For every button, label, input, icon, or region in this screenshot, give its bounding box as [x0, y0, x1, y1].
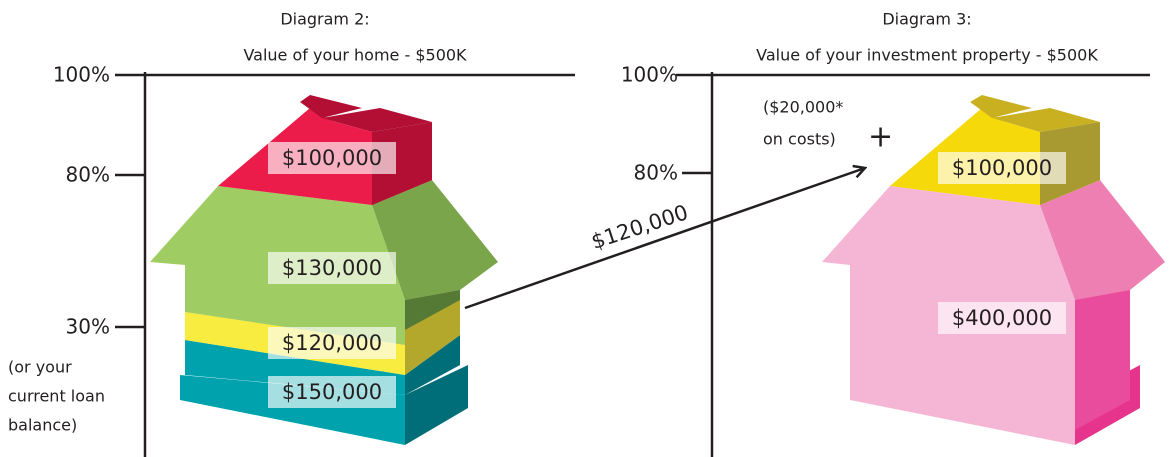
segment-label: $100,000	[282, 146, 382, 170]
segment-label: $120,000	[282, 331, 382, 355]
axis-note: balance)	[8, 416, 77, 435]
segment-label: $400,000	[952, 306, 1052, 330]
title: Diagram 3:	[882, 10, 971, 29]
axis-note: current loan	[8, 387, 105, 406]
axis-label: 80%	[634, 161, 678, 185]
axis-label: 100%	[621, 63, 678, 87]
cost-note: on costs)	[763, 130, 836, 149]
segment-label: $100,000	[952, 156, 1052, 180]
segment-label: $130,000	[282, 256, 382, 280]
axis-label: 30%	[66, 315, 110, 339]
axis-note: (or your	[8, 358, 72, 377]
subtitle: Value of your home - $500K	[243, 46, 467, 65]
infographic: Diagram 2: Value of your home - $500K 10…	[0, 0, 1173, 457]
cost-note: ($20,000*	[763, 98, 843, 117]
arrow	[465, 168, 865, 308]
subtitle: Value of your investment property - $500…	[756, 46, 1098, 65]
axis-label: 100%	[53, 63, 110, 87]
title: Diagram 2:	[280, 10, 369, 29]
plus-sign: +	[868, 120, 893, 155]
segment-label: $150,000	[282, 380, 382, 404]
axis-label: 80%	[66, 163, 110, 187]
